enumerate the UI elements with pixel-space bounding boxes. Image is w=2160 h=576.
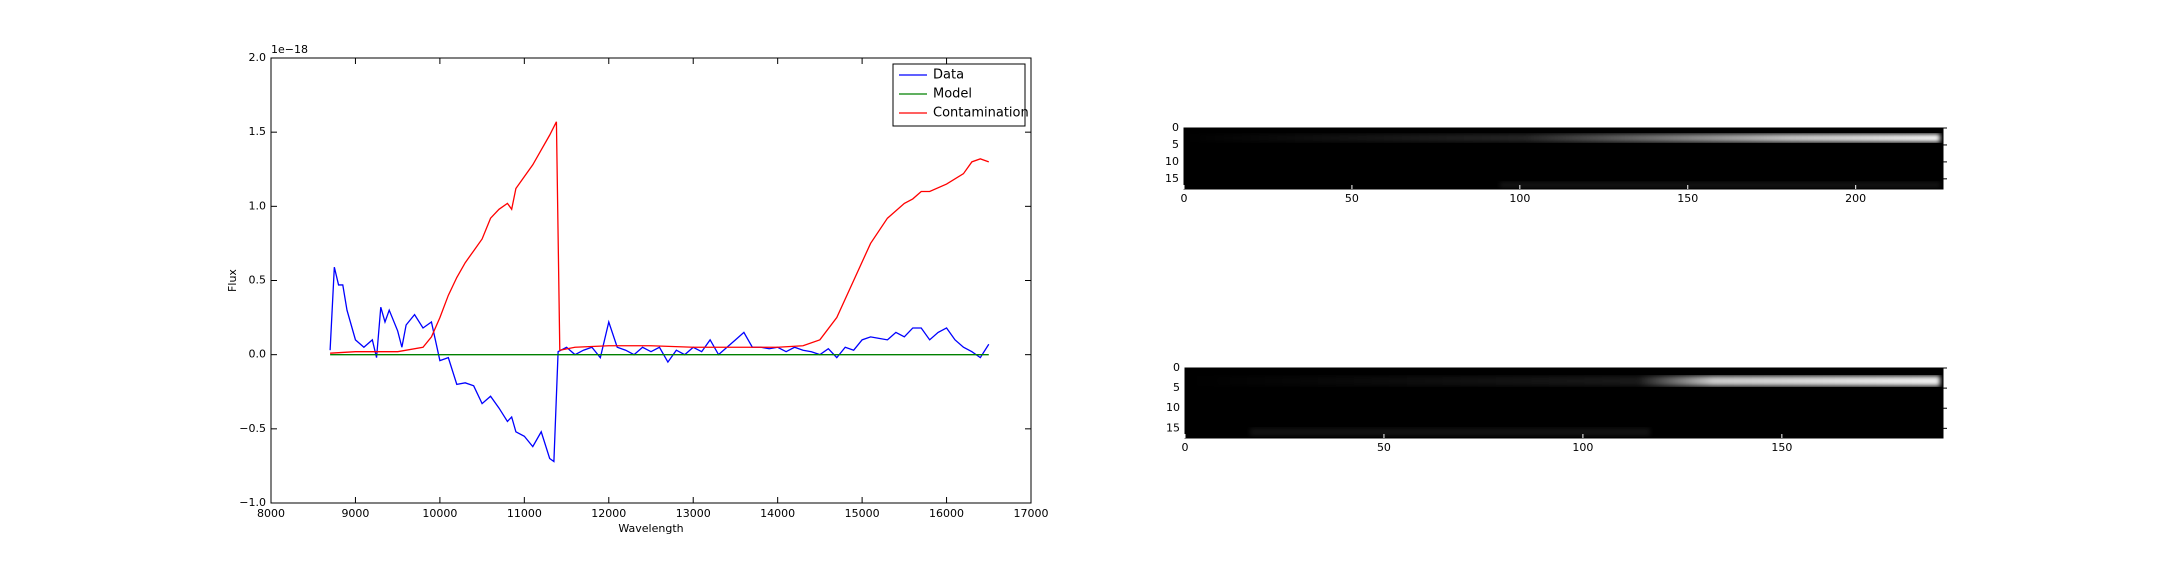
x-tick-label: 200 [1845, 192, 1866, 205]
legend-label: Contamination [933, 106, 1029, 121]
x-tick-label: 13000 [676, 507, 711, 520]
y-tick-label: 5 [1172, 138, 1179, 151]
x-tick-label: 14000 [760, 507, 795, 520]
x-tick-label: 11000 [507, 507, 542, 520]
y-tick-label: 1.5 [249, 125, 267, 138]
y-tick-label: 0.0 [249, 348, 267, 361]
x-tick-label: 10000 [422, 507, 457, 520]
x-tick-label: 150 [1677, 192, 1698, 205]
legend-label: Model [933, 87, 972, 102]
image-content [1185, 368, 1943, 438]
x-tick-label: 17000 [1014, 507, 1049, 520]
data-line [330, 121, 989, 354]
y-axis-label: Flux [226, 269, 239, 292]
x-tick-label: 9000 [341, 507, 369, 520]
x-tick-label: 150 [1771, 441, 1792, 454]
x-tick-label: 12000 [591, 507, 626, 520]
x-tick-label: 15000 [845, 507, 880, 520]
y-tick-label: 15 [1166, 421, 1180, 434]
image-content [1184, 128, 1943, 189]
image-frame [1183, 127, 1944, 190]
y-tick-label: 10 [1166, 401, 1180, 414]
legend-frame [892, 63, 1026, 127]
x-tick-label: 50 [1377, 441, 1391, 454]
y-tick-label: 5 [1173, 381, 1180, 394]
x-axis-label: Wavelength [618, 522, 683, 535]
offset-text: 1e−18 [271, 43, 308, 56]
y-tick-label: 15 [1165, 172, 1179, 185]
x-tick-label: 50 [1345, 192, 1359, 205]
y-tick-label: 0 [1172, 121, 1179, 134]
y-tick-label: 1.0 [249, 199, 267, 212]
x-tick-label: 0 [1182, 441, 1189, 454]
y-tick-label: 10 [1165, 155, 1179, 168]
y-tick-label: 0.5 [249, 274, 267, 287]
image-frame [1184, 367, 1944, 439]
x-tick-label: 8000 [257, 507, 285, 520]
x-tick-label: 100 [1509, 192, 1530, 205]
y-tick-label: −1.0 [239, 496, 266, 509]
y-tick-label: −0.5 [239, 422, 266, 435]
data-line [329, 266, 990, 463]
y-tick-label: 2.0 [249, 51, 267, 64]
legend-label: Data [933, 68, 964, 83]
x-tick-label: 100 [1572, 441, 1593, 454]
x-tick-label: 0 [1181, 192, 1188, 205]
y-tick-label: 0 [1173, 361, 1180, 374]
x-tick-label: 16000 [929, 507, 964, 520]
